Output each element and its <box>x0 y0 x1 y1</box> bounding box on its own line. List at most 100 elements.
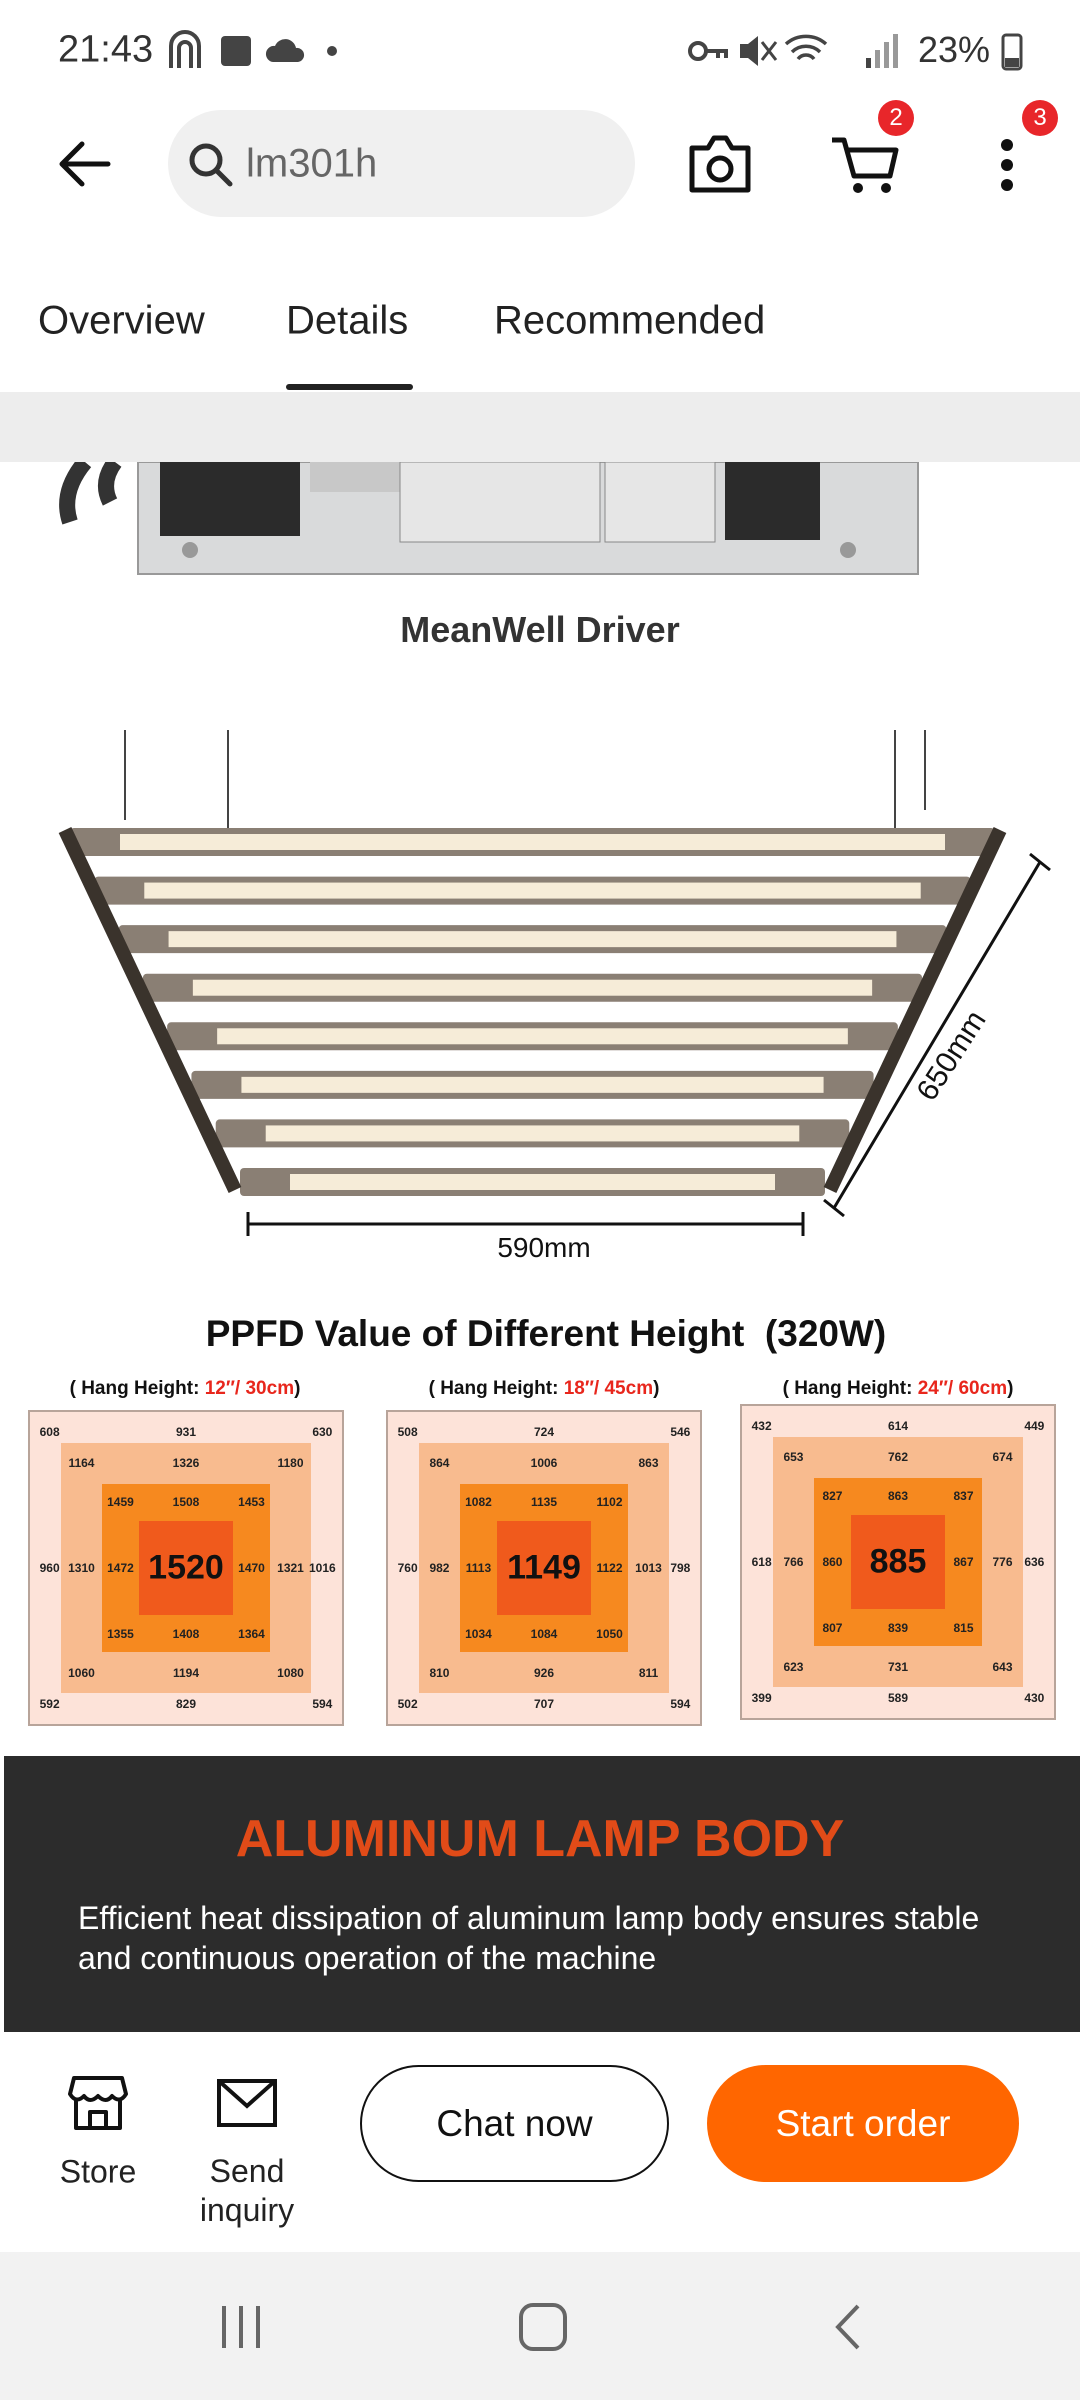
ppfd-value: 630 <box>312 1424 333 1439</box>
order-button[interactable]: Start order <box>707 2065 1019 2182</box>
ppfd-zone <box>139 1521 233 1615</box>
ppfd-value: 1321 <box>277 1561 304 1575</box>
icon <box>217 2079 277 2109</box>
caption-prefix: ( Hang Height: <box>69 1378 205 1399</box>
icon <box>884 42 889 68</box>
ppfd-value: 623 <box>783 1659 804 1674</box>
panel-caption: ( Hang Height: 18″/ 45cm) <box>429 1378 660 1400</box>
lamp-strip <box>144 882 921 899</box>
dimension-line <box>823 852 1051 1218</box>
icon <box>875 50 880 68</box>
recents-button[interactable] <box>216 2302 266 2352</box>
inquiry-button[interactable]: Send inquiry <box>186 2074 306 2244</box>
ppfd-value: 594 <box>670 1697 691 1712</box>
ppfd-value: 592 <box>39 1697 60 1712</box>
caption-height: 18″/ 45cm <box>563 1378 654 1399</box>
back-nav-button[interactable] <box>828 2302 868 2352</box>
ppfd-value: 807 <box>822 1620 843 1635</box>
lamp-strip <box>265 1125 800 1142</box>
camera-button[interactable] <box>688 134 752 194</box>
ppfd-value: 1034 <box>465 1626 492 1641</box>
feature-description: Efficient heat dissipation of aluminum l… <box>78 1900 980 1976</box>
ppfd-panel: 508 724 546 502 707 594 760 798 864 1006 863 810 926… <box>386 1410 702 1726</box>
ppfd-value: 815 <box>953 1620 974 1635</box>
status-battery: 23% <box>918 29 991 70</box>
tab[interactable]: Recommended <box>494 298 766 343</box>
icon <box>265 39 305 62</box>
ppfd-value: 618 <box>751 1555 772 1569</box>
driver-image <box>59 462 919 575</box>
icon <box>740 36 758 66</box>
ppfd-value: 860 <box>822 1555 843 1569</box>
feature-title: ALUMINUM LAMP BODY <box>235 1810 845 1868</box>
tab[interactable]: Details <box>286 298 409 343</box>
ppfd-value: 863 <box>887 1489 909 1504</box>
ppfd-value: 589 <box>887 1691 909 1706</box>
lamp-strip <box>241 1076 824 1093</box>
ppfd-value: 608 <box>39 1424 60 1439</box>
home-button[interactable] <box>518 2302 568 2352</box>
ppfd-value: 674 <box>992 1450 1013 1465</box>
ppfd-value: 1060 <box>68 1665 95 1680</box>
driver-caption: MeanWell Driver <box>400 609 680 650</box>
icon <box>706 49 728 58</box>
ppfd-value: 1326 <box>172 1456 200 1471</box>
ppfd-value: 724 <box>533 1424 555 1439</box>
icon <box>221 36 251 66</box>
driver-label <box>399 462 601 543</box>
ppfd-value: 399 <box>751 1691 772 1706</box>
ppfd-value: 1310 <box>68 1561 95 1575</box>
ppfd-value: 643 <box>992 1659 1013 1674</box>
icon <box>1001 179 1013 191</box>
menu-badge: 3 <box>1022 100 1058 136</box>
caption-suffix: ) <box>1007 1378 1014 1399</box>
screw <box>840 542 856 558</box>
ppfd-value: 1113 <box>465 1561 492 1575</box>
cart-badge: 2 <box>878 100 914 136</box>
caption-height: 24″/ 60cm <box>917 1378 1008 1399</box>
caption-prefix: ( Hang Height: <box>782 1378 918 1399</box>
ppfd-value: 1364 <box>238 1626 265 1641</box>
icon <box>519 2303 567 2351</box>
screw <box>182 542 198 558</box>
ppfd-value: 449 <box>1024 1418 1045 1433</box>
ppfd-value: 1453 <box>238 1495 265 1510</box>
ppfd-value: 430 <box>1024 1691 1045 1706</box>
ppfd-value: 1472 <box>107 1561 134 1575</box>
search-box[interactable]: lm301h <box>168 110 635 217</box>
icon <box>866 58 871 68</box>
ppfd-value: 798 <box>670 1561 691 1575</box>
ppfd-value: 931 <box>175 1424 197 1439</box>
ppfd-zone <box>851 1515 945 1609</box>
inquiry-label: Send inquiry <box>199 2153 295 2228</box>
icon <box>688 41 708 61</box>
back-button[interactable] <box>56 140 112 188</box>
menu-button[interactable] <box>995 138 1019 192</box>
dimension-line <box>246 1212 805 1236</box>
icon <box>169 30 201 68</box>
tab[interactable]: Overview <box>38 298 205 343</box>
ppfd-value: 829 <box>175 1697 197 1712</box>
driver-label <box>160 462 300 536</box>
caption-prefix: ( Hang Height: <box>428 1378 564 1399</box>
ppfd-value: 1050 <box>596 1626 623 1641</box>
ppfd-value: 811 <box>638 1665 659 1680</box>
ppfd-value: 766 <box>783 1555 804 1569</box>
search-icon <box>189 143 233 187</box>
lamp-strip <box>168 931 897 948</box>
lamp-strip <box>192 979 873 996</box>
ppfd-panel: 608 931 630 592 829 594 960 1016 1164 1326 1180 106… <box>28 1410 344 1726</box>
ppfd-value: 1016 <box>308 1561 336 1575</box>
driver-label <box>725 462 820 540</box>
ppfd-value: 863 <box>638 1456 659 1471</box>
ppfd-value: 1355 <box>107 1626 134 1641</box>
icon <box>1001 139 1013 151</box>
ppfd-value: 839 <box>887 1620 909 1635</box>
store-icon <box>68 2076 128 2130</box>
lamp-strip <box>120 834 945 850</box>
cart-button[interactable] <box>830 134 900 196</box>
chat-button[interactable]: Chat now <box>360 2065 669 2182</box>
ppfd-value: 1122 <box>596 1561 623 1575</box>
ppfd-value: 776 <box>992 1555 1013 1569</box>
store-button[interactable]: Store <box>38 2074 158 2214</box>
